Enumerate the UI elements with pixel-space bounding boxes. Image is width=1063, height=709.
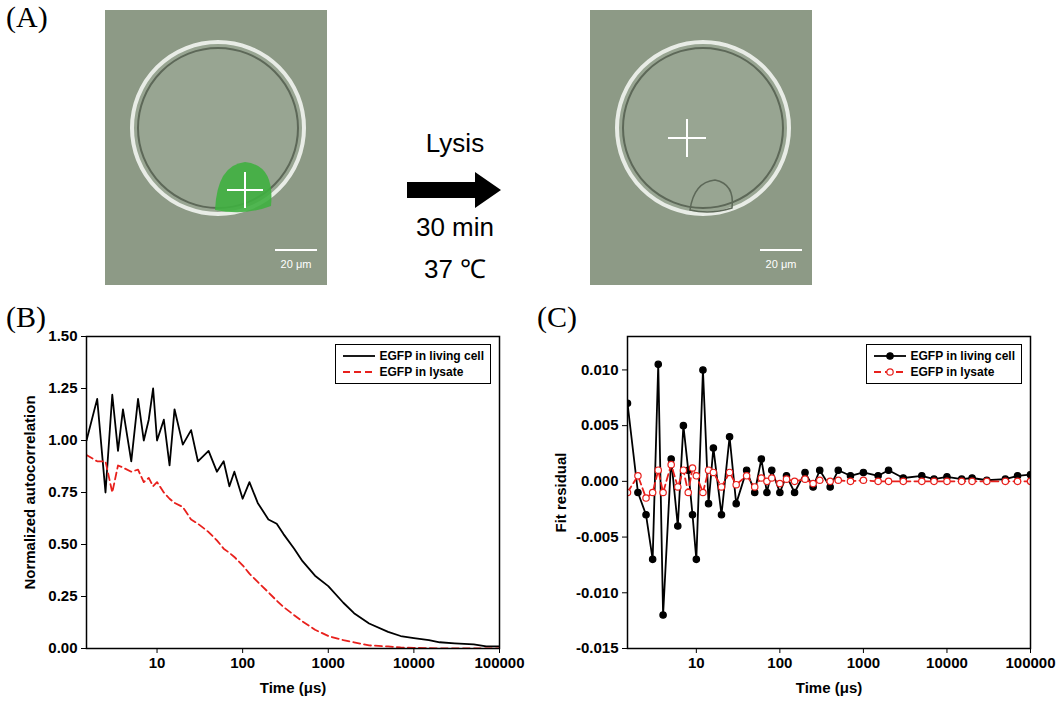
html-text:Lysis: Lysis [425,128,485,158]
svg-text:10000: 10000 [393,654,435,671]
svg-text:1000: 1000 [847,654,880,671]
html-text:EGFP in lysate: EGFP in lysate [379,365,464,379]
html-text:EGFP in lysate: EGFP in lysate [910,365,995,379]
svg-text:20 μm: 20 μm [281,258,312,270]
html-text:EGFP in living cell: EGFP in living cell [910,349,1015,363]
svg-text:100000: 100000 [1005,654,1055,671]
svg-text:-0.015: -0.015 [576,639,619,656]
html-text:(B): (B) [6,300,46,333]
svg-text:0.005: 0.005 [581,416,619,433]
svg-text:-0.010: -0.010 [576,584,619,601]
svg-text:20 μm: 20 μm [766,258,797,270]
svg-text:1000: 1000 [312,654,345,671]
svg-text:10: 10 [688,654,705,671]
svg-text:Fit residual: Fit residual [552,452,569,532]
svg-text:1.00: 1.00 [48,431,77,448]
svg-text:1.50: 1.50 [48,327,77,344]
svg-text:0.75: 0.75 [48,483,77,500]
svg-text:100: 100 [230,654,255,671]
svg-text:1.25: 1.25 [48,379,77,396]
svg-text:Time (μs): Time (μs) [796,679,862,696]
svg-text:100: 100 [767,654,792,671]
html-text:(C): (C) [537,300,577,333]
html-text:37 ℃: 37 ℃ [423,254,487,284]
svg-text:Time (μs): Time (μs) [260,679,326,696]
html-text:(A): (A) [6,0,48,33]
html-text:30 min: 30 min [416,212,494,242]
svg-text:10: 10 [149,654,166,671]
svg-text:-0.005: -0.005 [576,528,619,545]
svg-text:0.25: 0.25 [48,587,77,604]
svg-text:0.00: 0.00 [48,639,77,656]
svg-text:Normalized autocorrelation: Normalized autocorrelation [21,395,38,589]
svg-text:0.50: 0.50 [48,535,77,552]
html-text:EGFP in living cell: EGFP in living cell [379,349,484,363]
svg-text:0.010: 0.010 [581,361,619,378]
svg-text:10000: 10000 [926,654,968,671]
svg-text:100000: 100000 [474,654,524,671]
svg-text:0.000: 0.000 [581,472,619,489]
